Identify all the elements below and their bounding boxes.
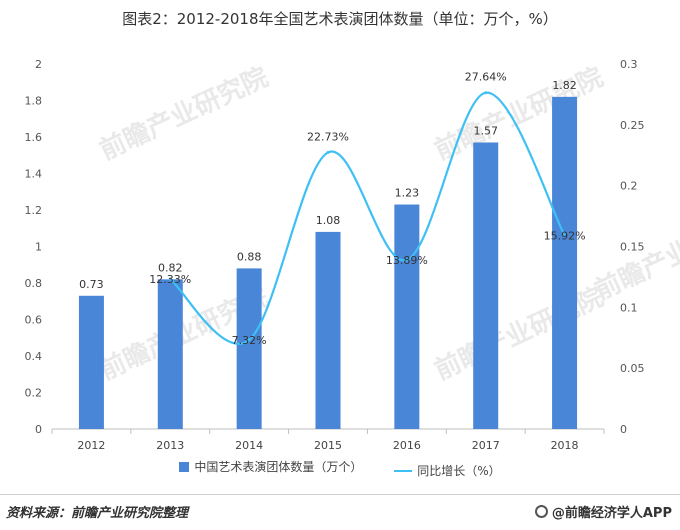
legend-item-line[interactable]: 同比增长（%） — [394, 462, 501, 479]
legend-item-bar[interactable]: 中国艺术表演团体数量（万个） — [179, 458, 362, 475]
growth-value-label: 7.32% — [232, 334, 267, 347]
growth-value-label: 27.64% — [465, 71, 507, 84]
growth-point — [326, 150, 330, 154]
y-right-tick-label: 0.2 — [620, 180, 638, 193]
watermark-text: 前瞻产业研究院 — [590, 201, 680, 306]
growth-value-label: 12.33% — [149, 273, 191, 286]
bar — [473, 142, 499, 429]
x-tick-label: 2016 — [393, 439, 421, 452]
x-tick-label: 2014 — [235, 439, 263, 452]
x-tick-label: 2018 — [551, 439, 579, 452]
legend-bar-swatch — [179, 461, 190, 472]
chart-title: 图表2：2012-2018年全国艺术表演团体数量（单位：万个，%） — [122, 10, 558, 28]
x-tick-label: 2012 — [77, 439, 105, 452]
brand-text: @前瞻经济学人APP — [551, 506, 672, 521]
x-tick-label: 2015 — [314, 439, 342, 452]
footer: 资料来源：前瞻产业研究院整理 @前瞻经济学人APP — [0, 494, 680, 530]
growth-value-label: 13.89% — [386, 254, 428, 267]
y-left-tick-label: 1.2 — [25, 204, 43, 217]
bar-value-label: 0.88 — [237, 250, 262, 263]
y-left-tick-label: 1.8 — [25, 95, 43, 108]
bar-value-label: 1.23 — [395, 187, 420, 200]
line-series — [168, 91, 567, 345]
watermark-text: 前瞻产业研究院 — [430, 281, 608, 386]
legend: 中国艺术表演团体数量（万个） 同比增长（%） — [0, 458, 680, 479]
bar-series — [78, 96, 578, 429]
bar — [394, 204, 420, 429]
growth-point — [168, 277, 172, 281]
bar — [552, 96, 578, 429]
growth-point — [405, 258, 409, 262]
bar — [157, 279, 183, 429]
bar-value-label: 1.08 — [316, 214, 341, 227]
data-labels: 0.73 0.82 0.88 1.08 1.23 1.57 1.82 12.33% 7.32% 2… — [79, 71, 585, 347]
growth-value-label: 22.73% — [307, 130, 349, 143]
watermark-text: 前瞻产业研究院 — [95, 61, 273, 166]
bar-value-label: 1.57 — [473, 124, 498, 137]
growth-point — [247, 338, 251, 342]
y-left-tick-label: 1.6 — [25, 131, 43, 144]
bar — [315, 231, 341, 429]
y-right-tick-label: 0.1 — [620, 301, 638, 314]
legend-line-label: 同比增长（%） — [417, 464, 501, 478]
growth-point — [563, 233, 567, 237]
brand-credit: @前瞻经济学人APP — [534, 502, 672, 521]
footer-divider — [0, 494, 680, 495]
axes: 2012 2013 2014 2015 2016 2017 2018 0 0.2 0.4 0.6 0.… — [25, 58, 645, 452]
y-right-tick-label: 0.15 — [620, 241, 645, 254]
y-left-tick-label: 0.8 — [25, 277, 43, 290]
legend-bar-label: 中国艺术表演团体数量（万个） — [194, 460, 363, 474]
y-left-tick-label: 0.2 — [25, 387, 43, 400]
bar-value-label: 0.82 — [158, 261, 183, 274]
bar-value-label: 0.73 — [79, 278, 104, 291]
source-note: 资料来源：前瞻产业研究院整理 — [6, 506, 189, 521]
y-right-tick-label: 0 — [620, 423, 627, 436]
y-left-tick-label: 2 — [35, 58, 42, 71]
brand-logo-icon — [534, 505, 548, 518]
growth-point — [484, 91, 488, 95]
bar — [236, 268, 262, 429]
y-left-tick-label: 0.4 — [25, 350, 43, 363]
y-left-tick-label: 0.6 — [25, 314, 43, 327]
y-left-tick-label: 0 — [35, 423, 42, 436]
legend-line-swatch — [394, 469, 413, 472]
watermark-text: 前瞻产业研究院 — [430, 61, 608, 166]
x-tick-label: 2013 — [156, 439, 184, 452]
y-left-tick-label: 1 — [35, 241, 42, 254]
y-right-tick-label: 0.25 — [620, 119, 645, 132]
bar — [78, 295, 104, 429]
y-right-tick-label: 0.3 — [620, 58, 638, 71]
y-left-tick-label: 1.4 — [25, 168, 43, 181]
x-tick-label: 2017 — [472, 439, 500, 452]
bar-value-label: 1.82 — [552, 79, 577, 92]
y-right-tick-label: 0.05 — [620, 362, 645, 375]
growth-value-label: 15.92% — [544, 229, 586, 242]
